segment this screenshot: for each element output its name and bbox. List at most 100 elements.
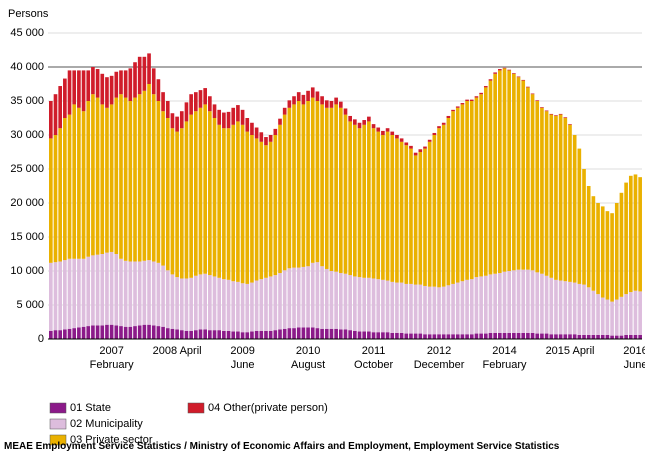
legend-label: 01 State [70,402,111,414]
bar-segment [217,330,222,339]
bar-segment [320,328,324,339]
bar-segment [264,330,268,339]
bar-segment [558,113,563,115]
bar-segment [58,330,63,339]
bar-segment [287,107,292,269]
bar-segment [549,114,554,278]
bar-segment [404,142,409,146]
bar-segment [81,326,86,339]
bar-segment [493,72,497,74]
bar-segment [147,324,151,339]
bar-segment [343,273,348,330]
bar-segment [77,258,81,328]
bar-segment [521,80,526,270]
bar-segment [109,251,114,325]
bar-segment [502,67,507,69]
bar-segment [530,332,535,339]
bar-segment [512,270,516,333]
bar-segment [343,114,348,274]
bar-segment [184,330,189,339]
bar-segment [208,111,212,276]
bar-segment [147,260,151,325]
bar-segment [460,334,465,339]
bar-segment [320,104,324,267]
bar-segment [530,93,535,95]
x-tick-label: 2012 December [413,345,465,371]
bar-segment [558,334,563,339]
bar-segment [170,113,175,129]
bar-segment [395,332,399,339]
bar-segment [540,333,544,339]
bar-segment [306,266,310,328]
bar-segment [582,169,586,285]
bar-segment [591,196,596,291]
bar-segment [493,332,497,339]
bar-segment [282,114,287,271]
bar-segment [605,299,610,335]
bar-segment [638,177,642,292]
bar-segment [179,278,184,331]
bar-segment [586,334,591,339]
bar-segment [123,260,128,327]
bar-segment [170,128,175,275]
bar-segment [156,326,161,339]
bar-segment [563,281,568,335]
bar-segment [348,330,352,339]
bar-segment [236,105,240,122]
bar-segment [86,256,91,327]
bar-segment [170,328,175,339]
bar-segment [624,294,628,335]
bar-segment [451,109,455,112]
bar-segment [142,324,147,339]
bar-segment [399,141,404,283]
bar-segment [404,283,409,334]
bar-segment [348,275,352,331]
bar-segment [437,126,441,129]
bar-segment [296,267,301,328]
bar-segment [287,328,292,339]
bar-segment [315,262,320,329]
bar-segment [49,262,53,331]
bar-segment [165,118,170,271]
bar-segment [105,252,109,325]
bar-segment [353,119,357,125]
bar-segment [479,276,483,334]
bar-segment [259,132,264,142]
bar-segment [123,326,128,339]
bar-segment [554,115,558,116]
bar-segment [399,282,404,333]
bar-segment [376,332,381,339]
bar-segment [49,101,53,139]
bar-segment [353,276,357,331]
bar-segment [49,138,53,263]
bar-segment [114,97,119,254]
bar-segment [572,334,577,339]
bar-segment [455,106,460,108]
bar-segment [184,278,189,331]
bar-segment [568,124,572,282]
bar-segment [338,273,343,330]
bar-segment [418,333,423,339]
bar-segment [133,97,137,262]
bar-segment [128,326,133,339]
bar-segment [526,87,530,270]
bar-segment [189,94,193,115]
bar-segment [474,277,479,334]
y-tick-label: 30 000 [10,129,44,141]
bar-segment [324,107,329,269]
bar-segment [390,281,395,333]
bar-segment [605,211,610,300]
bar-segment [577,148,582,284]
bar-segment [409,148,413,284]
bar-segment [315,91,320,101]
bar-segment [427,139,432,142]
bar-segment [329,271,334,329]
bar-segment [479,333,483,339]
bar-segment [133,326,137,339]
bar-segment [91,325,95,339]
bar-segment [334,97,338,105]
bar-segment [217,109,222,125]
bar-segment [53,330,58,339]
x-tick-label: 2009 June [230,345,255,371]
bar-segment [610,213,614,302]
